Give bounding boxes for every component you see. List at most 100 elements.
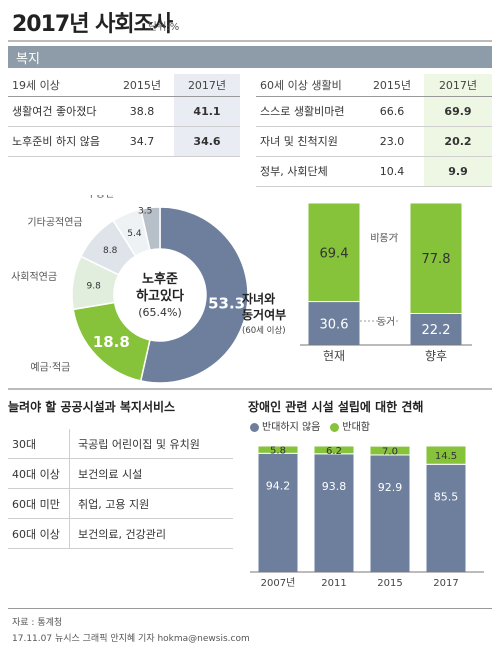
table-cost-value-2015: 10.4 bbox=[360, 156, 424, 187]
disability-chart-title: 장애인 관련 시설 설립에 대한 견해 bbox=[248, 400, 424, 414]
section-label: 복지 bbox=[16, 52, 40, 67]
disability-legend: 반대하지 않음 반대함 bbox=[250, 418, 370, 433]
services-age: 30대 bbox=[8, 429, 70, 458]
services-age: 40대 이상 bbox=[8, 459, 70, 488]
services-list: 늘려야 할 공공시설과 복지서비스 30대 국공립 어린이집 및 유치원 40대… bbox=[8, 398, 233, 549]
table-cost-row-label: 정부, 사회단체 bbox=[256, 156, 360, 187]
table-life-value-2017: 34.6 bbox=[174, 126, 240, 157]
table-life-value-2015: 34.7 bbox=[110, 126, 174, 157]
series-label: 비동거 bbox=[370, 232, 398, 244]
table-cost-row-label: 자녀 및 친척지원 bbox=[256, 126, 360, 157]
table-cost-value-2017: 9.9 bbox=[424, 156, 492, 187]
list-item: 30대 국공립 어린이집 및 유치원 bbox=[8, 429, 233, 459]
footer-divider bbox=[8, 608, 492, 609]
bar-category-label: 향후 bbox=[425, 349, 447, 363]
bar-segment bbox=[369, 454, 411, 573]
legend-label: 반대하지 않음 bbox=[262, 422, 321, 433]
bar-value-label: 93.8 bbox=[322, 480, 347, 493]
bar-segment bbox=[425, 445, 467, 465]
table-cost-head-2017: 2017년 bbox=[424, 74, 492, 97]
list-item: 60대 이상 보건의료, 건강관리 bbox=[8, 519, 233, 549]
bar-value-label: 14.5 bbox=[435, 451, 457, 462]
page-title: 2017년 사회조사 bbox=[12, 12, 173, 37]
table-life-head-2015: 2015년 bbox=[110, 74, 174, 97]
pie-category-label: 부동산 bbox=[87, 195, 115, 200]
title-divider bbox=[8, 40, 492, 42]
bar-segment bbox=[409, 202, 463, 314]
pie-category-label: 예금·적금 bbox=[30, 361, 70, 373]
table-living-cost: 60세 이상 생활비 2015년 2017년 스스로 생활비마련 66.6 69… bbox=[256, 74, 492, 187]
bar-value-label: 5.8 bbox=[270, 446, 286, 457]
pie-category-label: 사회적연금 bbox=[11, 271, 57, 283]
pie-value-label: 18.8 bbox=[93, 333, 130, 351]
middle-divider bbox=[8, 388, 492, 390]
services-age: 60대 이상 bbox=[8, 519, 70, 548]
table-life-value-2015: 38.8 bbox=[110, 96, 174, 127]
services-item: 보건의료 시설 bbox=[78, 467, 143, 481]
bar-value-label: 22.2 bbox=[422, 323, 451, 338]
table-life-row-label: 생활여건 좋아졌다 bbox=[8, 96, 110, 127]
chart-subtitle: (60세 이상) bbox=[242, 325, 286, 336]
bar-value-label: 77.8 bbox=[422, 252, 451, 267]
services-title: 늘려야 할 공공시설과 복지서비스 bbox=[8, 400, 176, 414]
footer: 자료 : 통계청 17.11.07 뉴시스 그래픽 안지혜 기자 hokma@n… bbox=[12, 615, 250, 647]
bar-category-label: 2015 bbox=[377, 578, 402, 589]
bar-segment bbox=[369, 445, 411, 456]
bar-category-label: 2007년 bbox=[261, 577, 296, 589]
table-cost-head-2015: 2015년 bbox=[360, 74, 424, 97]
table-cost-value-2015: 66.6 bbox=[360, 96, 424, 127]
bar-segment bbox=[307, 202, 361, 303]
pie-value-label: 53.3 bbox=[208, 294, 245, 312]
pie-value-label: 5.4 bbox=[127, 229, 142, 239]
donut-chart: 53.3국민연금18.8예금·적금9.8사회적연금8.8기타공적연금5.4부동산… bbox=[11, 177, 300, 384]
bar-value-label: 30.6 bbox=[320, 317, 349, 332]
legend-item-oppose: 반대함 bbox=[330, 418, 370, 433]
table-cost-value-2017: 69.9 bbox=[424, 96, 492, 127]
bar-category-label: 현재 bbox=[323, 349, 345, 363]
table-cost-value-2017: 20.2 bbox=[424, 126, 492, 157]
services-item: 국공립 어린이집 및 유치원 bbox=[78, 437, 200, 451]
bar-segment bbox=[313, 453, 355, 573]
bar-value-label: 85.5 bbox=[434, 490, 459, 503]
series-label: 동거 bbox=[377, 316, 395, 328]
source-text: 자료 : 통계청 bbox=[12, 618, 63, 628]
pie-center-title: 노후준 bbox=[142, 271, 178, 287]
table-life-row-label: 노후준비 하지 않음 bbox=[8, 126, 110, 157]
table-life-head-label: 19세 이상 bbox=[8, 74, 110, 97]
legend-label: 반대함 bbox=[342, 422, 370, 433]
disability-facility-chart: 장애인 관련 시설 설립에 대한 견해 반대하지 않음 반대함 94.2 5.8 2… bbox=[248, 398, 493, 593]
table-life-value-2017: 41.1 bbox=[174, 96, 240, 127]
bar-segment bbox=[425, 463, 467, 573]
bar-segment bbox=[257, 452, 299, 573]
pie-value-label: 8.8 bbox=[103, 246, 118, 256]
table-cost-row-label: 스스로 생활비마련 bbox=[256, 96, 360, 127]
bar-value-label: 69.4 bbox=[320, 246, 349, 261]
bar-value-label: 7.0 bbox=[382, 447, 398, 458]
list-item: 60대 미만 취업, 고용 지원 bbox=[8, 489, 233, 519]
header: 2017년 사회조사 단위:% bbox=[0, 0, 500, 42]
legend-dot-blue bbox=[250, 422, 259, 432]
table-life-head-2017: 2017년 bbox=[174, 74, 240, 97]
legend-item-not-oppose: 반대하지 않음 bbox=[250, 418, 320, 433]
pie-value-label: 9.8 bbox=[87, 281, 102, 291]
bar-value-label: 6.2 bbox=[326, 446, 342, 457]
bar-category-label: 2011 bbox=[321, 578, 346, 589]
disability-bar-chart: 94.2 5.8 2007년 93.8 6.2 2011 92.9 7.0 2015 85.5 14… bbox=[250, 445, 484, 589]
bar-segment bbox=[257, 445, 299, 454]
credit-text: 17.11.07 뉴시스 그래픽 안지혜 기자 hokma@newsis.com bbox=[12, 634, 250, 644]
bar-category-label: 2017 bbox=[433, 578, 458, 589]
services-item: 취업, 고용 지원 bbox=[78, 497, 150, 511]
pie-slice bbox=[139, 206, 249, 384]
chart-title: 자녀와 bbox=[242, 291, 275, 306]
pie-center-title: 하고있다 bbox=[136, 288, 184, 304]
bar-value-label: 94.2 bbox=[266, 479, 291, 492]
table-cost-value-2015: 23.0 bbox=[360, 126, 424, 157]
chart-title: 동거여부 bbox=[242, 307, 286, 322]
services-age: 60대 미만 bbox=[8, 489, 70, 518]
pie-slice bbox=[139, 206, 161, 252]
legend-dot-green bbox=[330, 422, 340, 432]
bar-segment bbox=[313, 445, 355, 455]
unit-label: 단위:% bbox=[148, 22, 180, 33]
